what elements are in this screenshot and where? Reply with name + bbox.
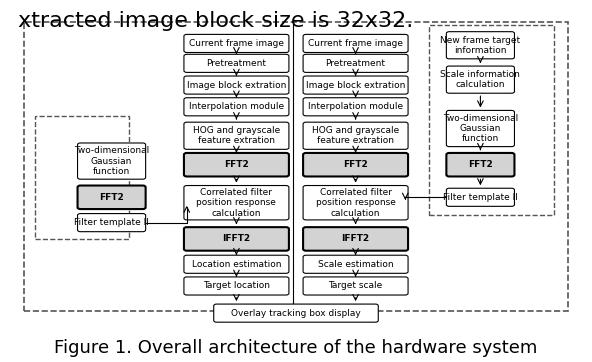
Text: Scale information
calculation: Scale information calculation bbox=[440, 70, 520, 89]
FancyBboxPatch shape bbox=[184, 185, 289, 220]
FancyBboxPatch shape bbox=[78, 185, 146, 209]
Text: Image block extration: Image block extration bbox=[306, 81, 406, 89]
FancyBboxPatch shape bbox=[303, 153, 408, 176]
Text: Pretreatment: Pretreatment bbox=[326, 59, 385, 68]
Text: Overlay tracking box display: Overlay tracking box display bbox=[231, 309, 361, 317]
Text: Image block extration: Image block extration bbox=[186, 81, 286, 89]
Text: HOG and grayscale
feature extration: HOG and grayscale feature extration bbox=[312, 126, 399, 146]
FancyBboxPatch shape bbox=[78, 214, 146, 232]
FancyBboxPatch shape bbox=[303, 122, 408, 149]
FancyBboxPatch shape bbox=[446, 110, 514, 147]
Text: IFFT2: IFFT2 bbox=[223, 235, 250, 243]
FancyBboxPatch shape bbox=[303, 277, 408, 295]
Text: Two-dimensional
Gaussian
function: Two-dimensional Gaussian function bbox=[74, 146, 149, 176]
Text: Location estimation: Location estimation bbox=[192, 260, 281, 269]
FancyBboxPatch shape bbox=[446, 153, 514, 176]
FancyBboxPatch shape bbox=[184, 98, 289, 116]
Text: New frame target
information: New frame target information bbox=[440, 35, 520, 55]
Text: Scale estimation: Scale estimation bbox=[318, 260, 394, 269]
FancyBboxPatch shape bbox=[184, 76, 289, 94]
FancyBboxPatch shape bbox=[184, 122, 289, 149]
FancyBboxPatch shape bbox=[184, 34, 289, 52]
Text: Filter template II: Filter template II bbox=[443, 193, 518, 202]
FancyBboxPatch shape bbox=[184, 227, 289, 251]
FancyBboxPatch shape bbox=[214, 304, 378, 322]
Text: Target scale: Target scale bbox=[329, 282, 382, 290]
FancyBboxPatch shape bbox=[303, 185, 408, 220]
Text: Interpolation module: Interpolation module bbox=[189, 102, 284, 111]
Text: Pretreatment: Pretreatment bbox=[207, 59, 266, 68]
Text: FFT2: FFT2 bbox=[99, 193, 124, 202]
Text: Interpolation module: Interpolation module bbox=[308, 102, 403, 111]
Text: FFT2: FFT2 bbox=[224, 160, 249, 169]
Text: Correlated filter
position response
calculation: Correlated filter position response calc… bbox=[316, 188, 395, 218]
Text: HOG and grayscale
feature extration: HOG and grayscale feature extration bbox=[193, 126, 280, 146]
Text: Two-dimensional
Gaussian
function: Two-dimensional Gaussian function bbox=[443, 114, 518, 143]
FancyBboxPatch shape bbox=[184, 255, 289, 273]
FancyBboxPatch shape bbox=[303, 34, 408, 52]
FancyBboxPatch shape bbox=[184, 153, 289, 176]
Text: xtracted image block size is 32x32.: xtracted image block size is 32x32. bbox=[18, 11, 413, 31]
FancyBboxPatch shape bbox=[303, 54, 408, 72]
Text: FFT2: FFT2 bbox=[343, 160, 368, 169]
Text: FFT2: FFT2 bbox=[468, 160, 493, 169]
Text: Filter template II: Filter template II bbox=[74, 218, 149, 227]
Text: IFFT2: IFFT2 bbox=[342, 235, 369, 243]
FancyBboxPatch shape bbox=[303, 255, 408, 273]
Text: Current frame image: Current frame image bbox=[308, 39, 403, 48]
FancyBboxPatch shape bbox=[184, 277, 289, 295]
FancyBboxPatch shape bbox=[303, 76, 408, 94]
FancyBboxPatch shape bbox=[446, 188, 514, 206]
FancyBboxPatch shape bbox=[446, 66, 514, 93]
FancyBboxPatch shape bbox=[78, 143, 146, 179]
Text: Correlated filter
position response
calculation: Correlated filter position response calc… bbox=[197, 188, 276, 218]
Text: Figure 1. Overall architecture of the hardware system: Figure 1. Overall architecture of the ha… bbox=[54, 338, 538, 357]
FancyBboxPatch shape bbox=[184, 54, 289, 72]
FancyBboxPatch shape bbox=[303, 227, 408, 251]
Text: Current frame image: Current frame image bbox=[189, 39, 284, 48]
FancyBboxPatch shape bbox=[446, 32, 514, 59]
FancyBboxPatch shape bbox=[303, 98, 408, 116]
Text: Target location: Target location bbox=[203, 282, 270, 290]
